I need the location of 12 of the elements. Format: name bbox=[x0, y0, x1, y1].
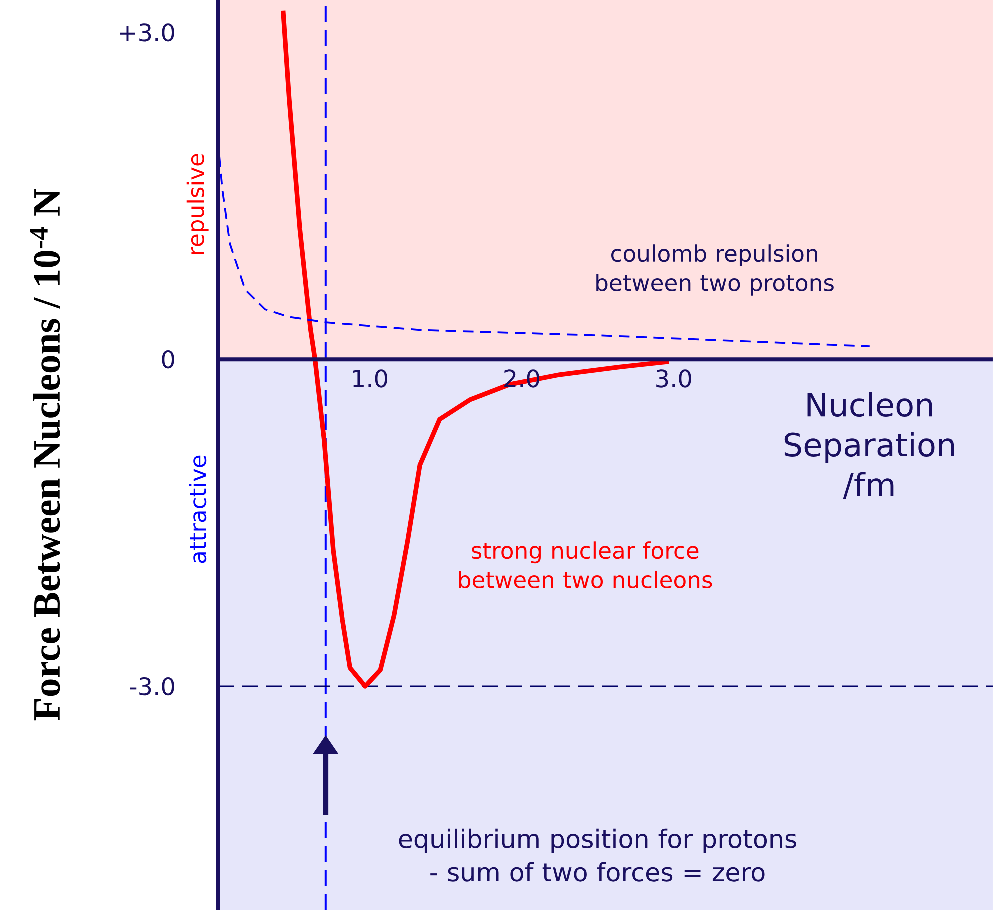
y-tick-label: -3.0 bbox=[130, 677, 174, 696]
y-tick-label: 0 bbox=[162, 350, 174, 369]
text: strong nuclear force between two nucleons bbox=[459, 542, 712, 589]
x-axis-title: Nucleon Separation /fm bbox=[784, 392, 954, 500]
y-tick-label: +3.0 bbox=[120, 24, 174, 42]
annotation: equilibrium position for protons - sum of two forces = zero bbox=[399, 828, 796, 882]
band-label: attractive bbox=[189, 456, 207, 564]
band-label: repulsive bbox=[186, 154, 209, 254]
x-tick-label: 1.0 bbox=[354, 370, 388, 388]
x-tick-label: 3.0 bbox=[656, 370, 692, 388]
series-label: coulomb repulsion between two protons bbox=[596, 244, 834, 296]
y-axis-title: Force Between Nucleons / 10$^{-4}$ N bbox=[30, 189, 60, 721]
